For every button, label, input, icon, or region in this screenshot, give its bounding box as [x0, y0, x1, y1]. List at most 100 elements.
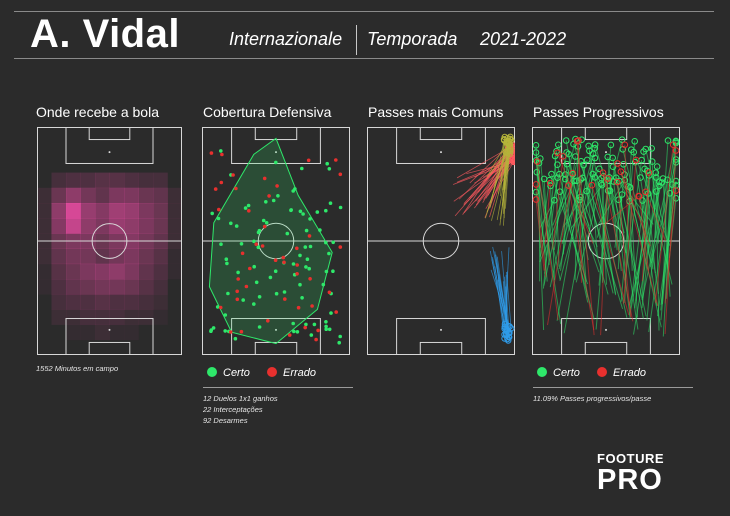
heat-cell: [66, 218, 81, 234]
pitch-defensive-coverage: [202, 127, 350, 355]
defensive-action-fail: [308, 277, 312, 281]
header-rule-bottom: [14, 58, 714, 59]
pass-olive-end: [504, 139, 511, 147]
defensive-action-success: [308, 244, 313, 249]
heat-cell: [66, 187, 81, 204]
defensive-action-fail: [262, 224, 267, 229]
defensive-action-success: [329, 311, 333, 315]
heat-cell: [80, 309, 96, 325]
heat-cell: [51, 218, 67, 234]
progressive-pass-end: [556, 188, 564, 195]
progressive-pass-end: [618, 136, 626, 143]
heat-cell: [95, 309, 110, 325]
progressive-pass-success: [618, 199, 639, 330]
defensive-action-success: [331, 240, 335, 245]
heat-cell: [109, 203, 125, 219]
defensive-action-fail: [254, 242, 258, 246]
defensive-action-success: [293, 187, 297, 191]
heat-cell: [124, 263, 139, 280]
defensive-action-fail: [307, 234, 312, 238]
progressive-pass-end: [642, 188, 649, 196]
progressive-pass-fail: [616, 181, 632, 318]
heat-cell: [109, 309, 125, 325]
heat-cell: [138, 218, 154, 234]
defensive-action-success: [300, 296, 304, 300]
tackles-note: 92 Desarmes: [203, 416, 248, 425]
defensive-action-success: [219, 149, 223, 153]
six-yard-box-top: [419, 127, 463, 141]
penalty-spot-bottom: [275, 328, 277, 331]
defensive-action-success: [298, 253, 302, 258]
panel-title-defense: Cobertura Defensiva: [203, 104, 332, 120]
defensive-action-success: [223, 313, 228, 317]
defensive-action-success: [215, 305, 220, 309]
progressive-pass-end: [632, 156, 640, 164]
pass-blue-line: [492, 246, 510, 333]
heat-cell: [51, 203, 67, 219]
penalty-box-bottom: [231, 318, 321, 355]
progressive-pass-end: [533, 158, 541, 165]
pass-olive-line: [505, 144, 511, 209]
defensive-action-fail: [262, 176, 267, 181]
progressive-pass-end: [606, 174, 613, 181]
footure-pro-logo: FOOTURE PRO: [597, 451, 677, 495]
pass-olive-line: [489, 150, 509, 175]
pass-olive-line: [500, 139, 505, 197]
progressive-pass-end: [604, 175, 611, 182]
heat-cell: [95, 294, 110, 310]
heat-cell: [167, 263, 182, 280]
defensive-action-fail: [295, 272, 299, 276]
defensive-action-success: [216, 216, 221, 221]
heat-cell: [153, 263, 168, 280]
defensive-action-success: [264, 200, 268, 204]
heat-cell: [124, 324, 139, 341]
penalty-spot-top: [440, 151, 442, 154]
progressive-pass-end: [583, 156, 591, 164]
progressive-pass-end: [635, 192, 642, 200]
header-separator: [356, 25, 357, 55]
heat-cell: [80, 172, 96, 189]
defensive-action-success: [252, 302, 256, 306]
defensive-action-success: [300, 166, 304, 171]
progressive-pass-end: [555, 141, 562, 149]
progressive-pass-end: [556, 170, 563, 178]
heat-cell: [167, 187, 182, 204]
pass-red-line: [469, 145, 509, 184]
pass-red-line: [458, 149, 511, 200]
heat-cell: [138, 203, 154, 219]
defensive-action-fail: [234, 186, 238, 191]
defensive-action-success: [254, 280, 259, 285]
progressive-pass-end: [554, 149, 561, 157]
heat-cell: [153, 203, 168, 219]
progressive-pass-fail: [602, 172, 634, 322]
heat-cell: [66, 279, 81, 295]
defensive-action-success: [285, 231, 290, 236]
defensive-action-fail: [296, 305, 301, 310]
progressive-pass-end: [547, 182, 554, 190]
heat-cell: [66, 263, 81, 280]
progressive-pass-success: [570, 184, 603, 229]
pitch-common-passes: [367, 127, 515, 355]
defensive-action-fail: [240, 251, 245, 256]
legend-item-success-2: Certo: [537, 367, 580, 379]
progressive-pass-success: [588, 150, 598, 258]
heat-cell: [51, 187, 67, 204]
legend-rule-defense: [203, 387, 353, 388]
six-yard-box-top: [584, 127, 628, 141]
penalty-box-bottom: [561, 318, 651, 355]
heat-cell: [80, 294, 96, 310]
defensive-action-success: [327, 327, 332, 332]
defensive-action-success: [225, 261, 229, 266]
progressive-pass-fail: [535, 199, 545, 271]
defensive-action-success: [256, 230, 261, 235]
defensive-action-fail: [295, 263, 299, 267]
pitch-heatmap: [37, 127, 182, 355]
progressive-pass-end: [586, 147, 593, 155]
pass-red-end: [512, 157, 515, 165]
heat-cell: [66, 294, 81, 310]
pass-blue-line: [505, 286, 510, 334]
heat-cell: [153, 294, 168, 310]
penalty-spot-top: [605, 151, 607, 154]
progressive-pass-success: [594, 144, 627, 254]
progressive-pass-end: [643, 167, 651, 175]
